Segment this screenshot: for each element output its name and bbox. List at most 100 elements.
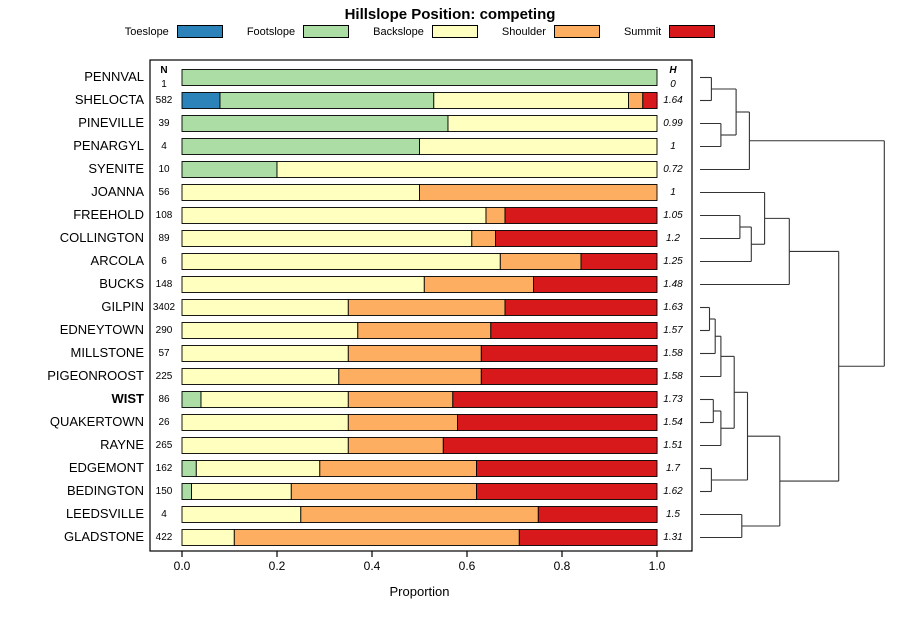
- bar-segment-footslope: [219, 92, 435, 109]
- h-value: 1.5: [666, 508, 680, 520]
- x-tick-label: 1.0: [648, 559, 666, 573]
- series-label: MILLSTONE: [70, 344, 144, 360]
- series-label: LEEDSVILLE: [65, 505, 144, 521]
- n-value: 150: [155, 485, 173, 497]
- bar-segment-summit: [533, 276, 658, 293]
- legend-entry-footslope: Footslope: [247, 25, 350, 38]
- bar-segment-summit: [504, 207, 658, 224]
- bar-segment-footslope: [181, 161, 278, 178]
- bar-segment-summit: [452, 391, 658, 408]
- h-value: 1.05: [663, 209, 683, 221]
- legend-entry-backslope: Backslope: [373, 25, 478, 38]
- bar-segment-summit: [480, 368, 658, 385]
- bar-segment-shoulder: [300, 506, 539, 523]
- bar-segment-shoulder: [347, 391, 454, 408]
- bar-segment-summit: [495, 230, 658, 247]
- bar-segment-shoulder: [290, 483, 478, 500]
- bar-segment-backslope: [433, 92, 630, 109]
- legend-swatch: [431, 25, 478, 38]
- series-label: RAYNE: [100, 436, 144, 452]
- bar-segment-shoulder: [338, 368, 482, 385]
- h-value: 1.31: [663, 531, 683, 543]
- bar-segment-toeslope: [181, 92, 221, 109]
- h-value: 1.48: [663, 278, 683, 290]
- legend-swatch: [303, 25, 350, 38]
- h-value: 1.25: [663, 255, 683, 267]
- bar-segment-backslope: [195, 460, 321, 477]
- h-value: 1.58: [663, 347, 683, 359]
- bar-segment-summit: [476, 460, 658, 477]
- bar-segment-summit: [642, 92, 658, 109]
- bar-segment-backslope: [181, 506, 302, 523]
- h-value: 1.57: [663, 324, 683, 336]
- bar-segment-summit: [457, 414, 658, 431]
- bar-segment-footslope: [181, 115, 449, 132]
- bar-segment-footslope: [181, 391, 202, 408]
- series-label: JOANNA: [91, 183, 144, 199]
- series-label: FREEHOLD: [73, 206, 144, 222]
- bar-segment-summit: [490, 322, 658, 339]
- h-value: 0.99: [663, 117, 683, 129]
- bar-segment-backslope: [181, 207, 487, 224]
- bar-segment-summit: [442, 437, 658, 454]
- n-value: 10: [158, 163, 170, 175]
- series-label: PENARGYL: [73, 137, 144, 153]
- n-value: 162: [155, 462, 173, 474]
- plot-border: [149, 59, 693, 552]
- h-value: 1.54: [663, 416, 683, 428]
- x-tick-label: 0.8: [553, 559, 571, 573]
- bar-segment-backslope: [181, 414, 349, 431]
- h-value: 1.51: [663, 439, 683, 451]
- h-value: 1.64: [663, 94, 683, 106]
- bar-segment-backslope: [181, 230, 473, 247]
- legend-label: Summit: [623, 25, 662, 38]
- n-value: 108: [155, 209, 173, 221]
- bar-segment-backslope: [181, 276, 425, 293]
- bar-segment-backslope: [181, 437, 349, 454]
- x-tick-label: 0.2: [268, 559, 286, 573]
- series-label: WIST: [111, 390, 145, 406]
- n-value: 1: [161, 78, 167, 90]
- bar-segment-shoulder: [347, 345, 482, 362]
- h-value: 1.63: [663, 301, 683, 313]
- n-value: 4: [161, 508, 167, 520]
- bar-segment-backslope: [276, 161, 658, 178]
- legend-entry-toeslope: Toeslope: [125, 25, 223, 38]
- series-label: BUCKS: [99, 275, 144, 291]
- bar-segment-footslope: [181, 483, 192, 500]
- n-value: 39: [158, 117, 170, 129]
- series-label: PINEVILLE: [78, 114, 144, 130]
- bar-segment-backslope: [200, 391, 349, 408]
- n-value: 6: [161, 255, 167, 267]
- bar-segment-shoulder: [419, 184, 658, 201]
- series-label: SYENITE: [88, 160, 144, 176]
- n-value: 3402: [152, 301, 176, 313]
- h-value: 1: [670, 186, 676, 198]
- h-value: 1.73: [663, 393, 683, 405]
- bar-segment-shoulder: [347, 299, 506, 316]
- bar-segment-footslope: [181, 460, 197, 477]
- chart-title: Hillslope Position: competing: [344, 6, 556, 23]
- series-label: PENNVAL: [84, 68, 144, 84]
- n-value: 422: [155, 531, 173, 543]
- bar-segment-shoulder: [357, 322, 492, 339]
- n-value: 4: [161, 140, 167, 152]
- h-value: 0: [670, 78, 676, 90]
- x-tick-label: 0.6: [458, 559, 476, 573]
- legend-entry-shoulder: Shoulder: [502, 25, 600, 38]
- bar-segment-shoulder: [347, 414, 459, 431]
- legend-swatch: [669, 25, 716, 38]
- series-label: SHELOCTA: [74, 91, 144, 107]
- h-column-header: H: [669, 64, 677, 76]
- n-value: 89: [158, 232, 170, 244]
- legend-label: Toeslope: [124, 25, 169, 38]
- x-tick-label: 0.0: [173, 559, 191, 573]
- bar-segment-shoulder: [233, 529, 520, 546]
- bar-segment-summit: [480, 345, 658, 362]
- h-value: 1.2: [666, 232, 680, 244]
- n-value: 265: [155, 439, 173, 451]
- bar-segment-shoulder: [319, 460, 478, 477]
- bar-segment-backslope: [447, 115, 658, 132]
- legend-swatch: [553, 25, 600, 38]
